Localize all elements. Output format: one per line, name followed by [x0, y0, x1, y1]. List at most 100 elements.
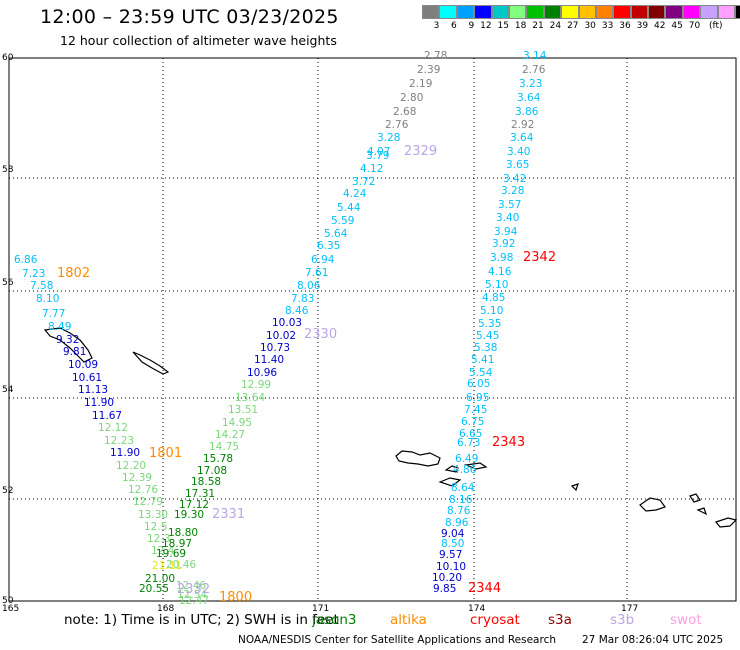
wave-height-value: 6.94 [311, 254, 335, 266]
satellite-legend-cryosat: cryosat [470, 612, 520, 628]
wave-height-value: 12.3 [147, 533, 170, 545]
color-swatch [682, 5, 701, 19]
color-scale-label: 18 [514, 21, 527, 31]
longitude-tick-label: 171 [312, 604, 329, 614]
wave-height-value: 11.90 [84, 397, 114, 409]
latitude-tick-label: 56 [2, 278, 14, 288]
wave-height-value: 12.39 [122, 472, 152, 484]
color-swatch [508, 5, 527, 19]
wave-height-value: 20.55 [139, 583, 169, 595]
track-time-label: 1802 [57, 266, 90, 281]
wave-height-value: 11.13 [78, 384, 108, 396]
wave-height-value: 2.92 [511, 119, 534, 131]
wave-height-value: 2.76 [385, 119, 409, 131]
wave-height-value: 14.95 [222, 417, 252, 429]
satellite-legend-swot: swot [670, 612, 702, 628]
wave-height-value: 14.75 [209, 441, 239, 453]
longitude-tick-label: 174 [468, 604, 485, 614]
track-2342: 3.142.763.233.643.862.923.643.403.653.42… [485, 50, 556, 291]
wave-height-value: 12.54 [177, 589, 207, 601]
track-1801: 11.9012.2012.3912.7612.7913.3012.512.312… [110, 446, 182, 595]
wave-height-value: 3.64 [510, 132, 534, 144]
wave-height-value: 3.65 [506, 159, 529, 171]
wave-height-value: 6.86 [14, 254, 38, 266]
wave-height-value: 19.69 [156, 548, 186, 560]
map-title: 12:00 – 23:59 UTC 03/23/2025 [40, 6, 339, 28]
wave-height-value: 3.72 [352, 176, 375, 188]
wave-height-value: 7.23 [22, 268, 45, 280]
wave-height-value: 13.64 [235, 392, 265, 404]
track-1800: 1800 [219, 590, 252, 605]
footer-credit: NOAA/NESDIS Center for Satellite Applica… [238, 634, 556, 646]
wave-height-value: 3.98 [490, 252, 513, 264]
wave-height-value: 7.83 [291, 293, 314, 305]
wave-height-value: 4.07 [367, 146, 390, 158]
track-2332: 2332 [177, 582, 210, 597]
wave-height-value: 5.64 [324, 228, 348, 240]
wave-height-value: 10.09 [68, 359, 98, 371]
wave-height-value: 4.12 [360, 163, 383, 175]
wave-height-value: 3.14 [523, 50, 547, 62]
map-frame [8, 57, 737, 602]
color-scale-label: 33 [601, 21, 614, 31]
track-time-label: 2332 [177, 582, 210, 597]
color-scale-unit: (ft) [709, 21, 723, 31]
wave-height-value: 17.12 [179, 499, 209, 511]
wave-height-value: 4.24 [343, 188, 367, 200]
attu-island-coast [395, 450, 441, 467]
wave-height-value: 9.57 [439, 549, 462, 561]
color-scale-label: 42 [654, 21, 666, 31]
wave-height-value: 5.38 [474, 342, 497, 354]
wave-height-value: 3.92 [492, 238, 515, 250]
semisopochnoi-coast [696, 507, 708, 516]
wave-height-value: 8.64 [451, 482, 475, 494]
wave-height-value: 3.79 [366, 150, 389, 162]
wave-height-value: 3.57 [498, 199, 521, 211]
wave-height-value: 8.46 [285, 305, 309, 317]
color-swatch [526, 5, 544, 19]
wave-height-value: 3.40 [496, 212, 519, 224]
wave-height-value: 10.02 [266, 330, 296, 342]
color-swatch [630, 5, 649, 19]
wave-height-value: 6.49 [455, 453, 478, 465]
wave-height-value: 6.95 [466, 392, 489, 404]
wave-height-value: 8.49 [48, 321, 71, 333]
wave-height-value: 3.42 [503, 173, 526, 185]
wave-height-value: 13.51 [228, 404, 258, 416]
color-swatch [561, 5, 579, 19]
wave-height-value: 12.12 [98, 422, 128, 434]
wave-height-value: 7.77 [42, 308, 65, 320]
color-scale-label: 9 [468, 21, 475, 31]
color-swatch [491, 5, 509, 19]
wave-height-value: 12.76 [128, 484, 158, 496]
color-swatch [735, 5, 740, 19]
wave-height-value: 10.20 [432, 572, 462, 584]
wave-height-value: 8.10 [36, 293, 59, 305]
track-2344: 8.648.168.768.969.048.509.5710.1010.209.… [432, 482, 501, 596]
wave-height-value: 2.80 [400, 92, 423, 104]
wave-height-value: 6.05 [467, 378, 490, 390]
wave-height-value: 17.08 [197, 465, 227, 477]
wave-height-value: 12.79 [133, 496, 163, 508]
longitude-tick-label: 168 [157, 604, 174, 614]
wave-height-value: 10.61 [72, 372, 102, 384]
wave-height-value: 9.81 [63, 346, 86, 358]
wave-height-value: 11.90 [110, 447, 140, 459]
latitude-tick-label: 60 [2, 53, 14, 63]
commander-islands-coast [43, 327, 93, 363]
wave-height-value: 4.85 [482, 292, 505, 304]
wave-height-value: 8.96 [445, 517, 469, 529]
color-swatch [717, 5, 736, 19]
wave-height-value: 14.27 [215, 429, 245, 441]
kiska-island-coast [570, 483, 579, 492]
map-subtitle: 12 hour collection of altimeter wave hei… [60, 33, 337, 48]
wave-height-value: 4.16 [488, 266, 512, 278]
wave-height-value: 11.40 [254, 354, 284, 366]
wave-height-value: 5.35 [478, 318, 501, 330]
color-swatch [474, 5, 492, 19]
wave-height-value: 10.10 [436, 561, 466, 573]
wave-height-value: 8.76 [447, 505, 471, 517]
track-2330: 4.073.79 3.724.12 4.24 5.445.595.646.35 6.94… [285, 146, 390, 342]
